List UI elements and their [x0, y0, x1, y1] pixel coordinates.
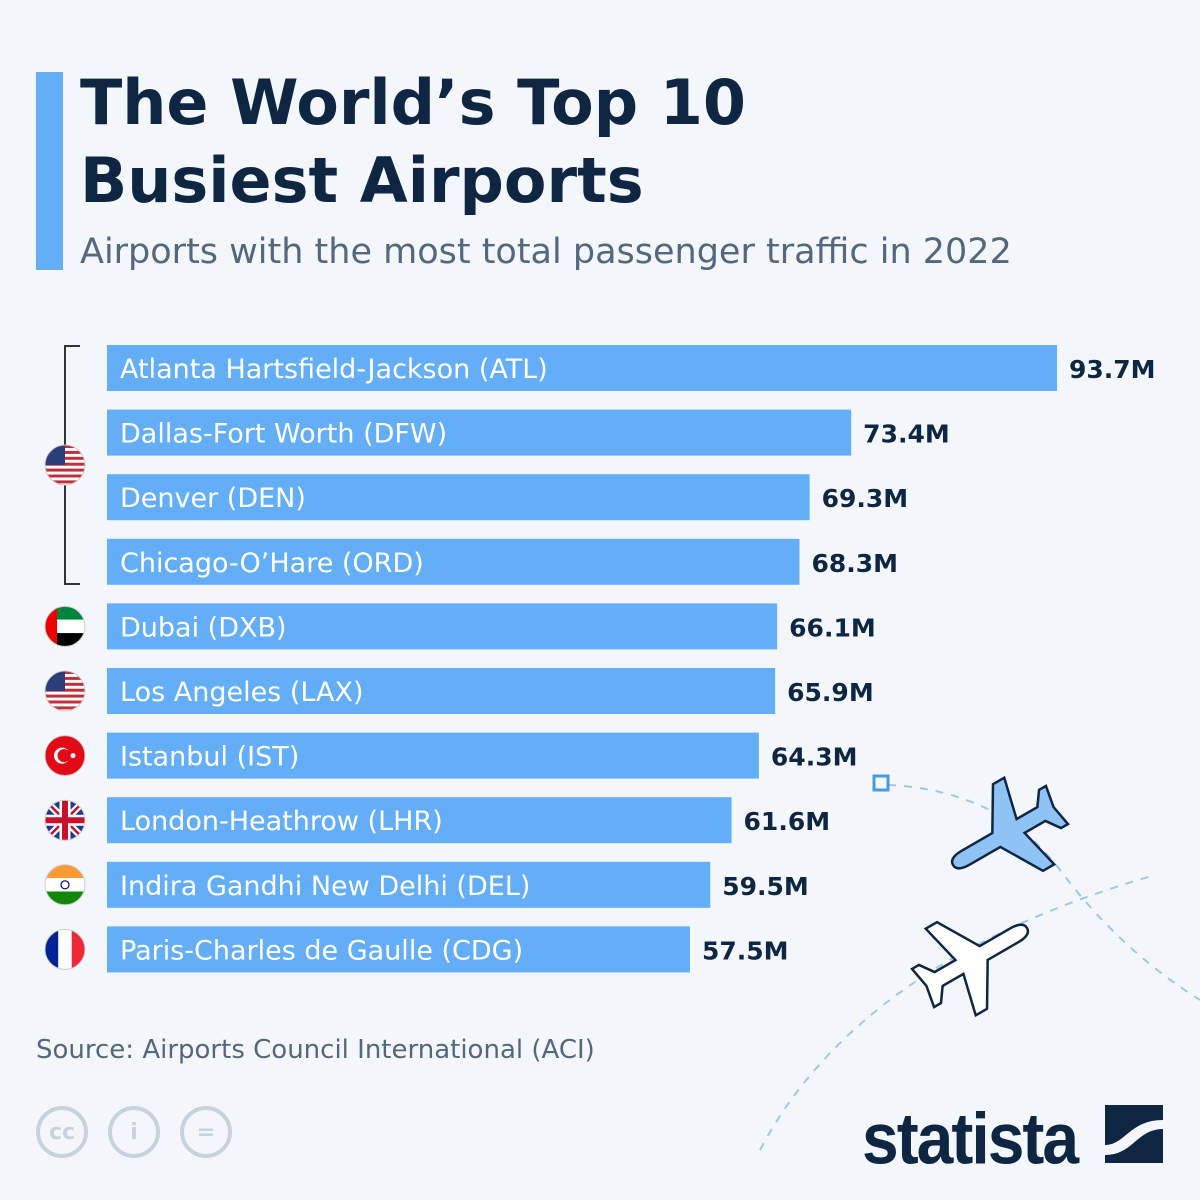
source-note: Source: Airports Council International (… [36, 1035, 595, 1065]
subtitle: Airports with the most total passenger t… [80, 232, 1012, 272]
value-label: 59.5M [722, 872, 809, 901]
value-label: 68.3M [811, 549, 898, 578]
title-accent-bar [36, 72, 63, 270]
bar [107, 732, 759, 779]
bar-label: Indira Gandhi New Delhi (DEL) [120, 871, 530, 902]
bar-label: Paris-Charles de Gaulle (CDG) [120, 935, 523, 966]
flag-india-icon [44, 864, 86, 906]
title-line-2: Busiest Airports [80, 144, 644, 217]
bar [107, 603, 778, 650]
bar-label: Los Angeles (LAX) [120, 677, 364, 708]
bar [107, 474, 810, 521]
bar-label: Dubai (DXB) [120, 612, 287, 643]
bar [107, 345, 1057, 391]
airplane-blue-icon [950, 775, 1070, 873]
bar-label: Dallas-Fort Worth (DFW) [120, 419, 447, 450]
value-label: 66.1M [789, 613, 876, 642]
bar [107, 926, 690, 973]
bar-label: Atlanta Hartsfield-Jackson (ATL) [120, 354, 548, 385]
value-label: 93.7M [1069, 355, 1156, 384]
bar-label: Istanbul (IST) [120, 742, 299, 773]
bar [107, 409, 852, 456]
value-label: 65.9M [787, 678, 874, 707]
flag-uk-icon [44, 799, 86, 841]
bar [107, 668, 776, 714]
attribution-icon: i [108, 1106, 160, 1158]
flag-france-icon [44, 928, 86, 970]
value-label: 73.4M [863, 420, 950, 449]
bar [107, 861, 711, 908]
flag-us-icon [44, 670, 86, 712]
flag-uae-icon [44, 605, 86, 647]
title-line-1: The World’s Top 10 [80, 66, 746, 139]
origin-marker-icon [872, 774, 890, 792]
statista-logo-mark-icon [1105, 1105, 1163, 1163]
value-label: 64.3M [771, 743, 858, 772]
bar-label: Chicago-O’Hare (ORD) [120, 548, 424, 579]
no-derivatives-icon: = [180, 1106, 232, 1158]
bar-label: London-Heathrow (LHR) [120, 806, 443, 837]
flag-us-icon [44, 444, 86, 486]
value-label: 69.3M [822, 484, 909, 513]
flag-turkey-icon [44, 735, 86, 777]
bar [107, 797, 732, 844]
statista-logo: statista [862, 1097, 1079, 1179]
bar [107, 538, 800, 585]
page-title: The World’s Top 10 Busiest Airports [80, 64, 746, 220]
bar-label: Denver (DEN) [120, 483, 306, 514]
value-label: 61.6M [744, 807, 831, 836]
flight-path-decoration [759, 774, 1200, 1151]
airplane-outline-icon [910, 920, 1030, 1018]
cc-icon: cc [36, 1106, 88, 1158]
value-label: 57.5M [702, 936, 789, 965]
